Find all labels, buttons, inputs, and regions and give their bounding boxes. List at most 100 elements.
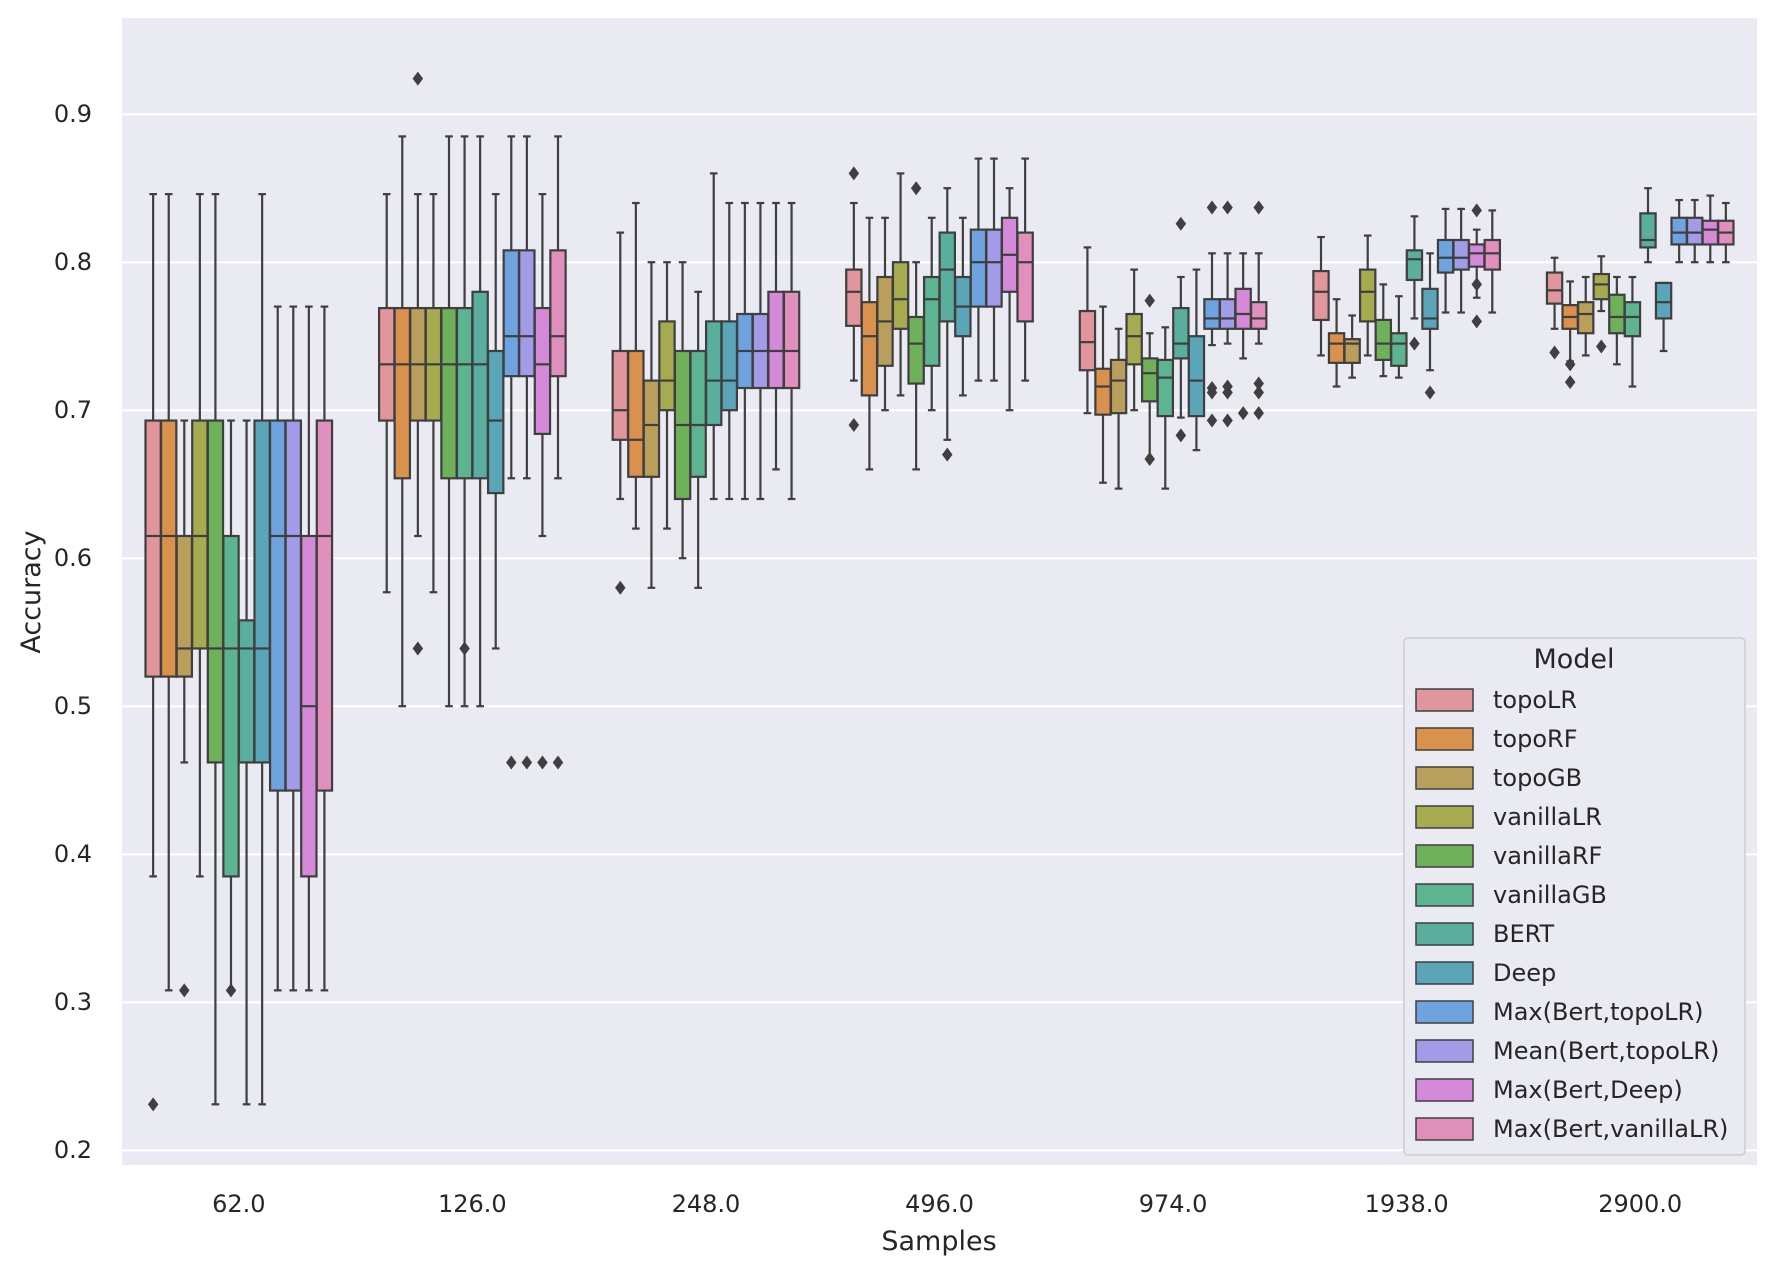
box-topoLR-126.0 xyxy=(377,193,396,594)
legend-label: BERT xyxy=(1493,920,1555,948)
box-topoLR-2900.0 xyxy=(1545,256,1564,360)
outlier-marker xyxy=(1253,385,1264,400)
outlier-marker xyxy=(615,580,626,595)
legend-label: topoLR xyxy=(1493,686,1577,714)
box-topoLR-1938.0 xyxy=(1312,235,1330,357)
box-Max(Bert,Deep)-1938.0 xyxy=(1467,203,1486,329)
box-body xyxy=(206,419,225,764)
legend-swatch xyxy=(1415,1000,1474,1024)
box-topoGB-974.0 xyxy=(1109,327,1128,490)
box-topoLR-248.0 xyxy=(611,231,630,595)
box-body xyxy=(159,419,178,678)
box-body xyxy=(1156,358,1175,418)
box-body xyxy=(642,379,661,478)
outlier-marker xyxy=(459,641,470,656)
box-topoGB-1938.0 xyxy=(1343,314,1361,379)
outlier-marker xyxy=(1206,385,1218,400)
legend-label: Deep xyxy=(1493,959,1556,987)
box-Max(Bert,vanillaLR)-974.0 xyxy=(1249,200,1268,421)
x-axis-ticks: 62.0 126.0 248.0 496.0 974.0 1938.0 2900.0 xyxy=(212,1190,1682,1218)
box-body xyxy=(268,419,287,792)
box-body xyxy=(1608,293,1626,335)
box-body xyxy=(891,261,910,330)
outlier-marker xyxy=(910,181,922,196)
box-Mean(Bert,topoLR)-62.0 xyxy=(284,305,303,992)
legend-label: Max(Bert,vanillaLR) xyxy=(1493,1115,1728,1143)
box-vanillaLR-62.0 xyxy=(191,193,209,878)
box-body xyxy=(1654,281,1673,320)
box-body xyxy=(1421,287,1439,330)
box-body xyxy=(1685,216,1704,246)
y-tick-label: 0.8 xyxy=(54,248,92,276)
box-groups xyxy=(144,71,1735,1112)
box-body xyxy=(533,306,552,435)
box-Max(Bert,vanillaLR)-62.0 xyxy=(315,305,334,992)
box-body xyxy=(315,419,334,792)
box-body xyxy=(1140,357,1159,403)
box-Max(Bert,Deep)-248.0 xyxy=(767,201,785,471)
box-body xyxy=(471,290,489,480)
box-BERT-1938.0 xyxy=(1405,215,1424,351)
box-topoRF-496.0 xyxy=(860,216,879,471)
legend-item: vanillaLR xyxy=(1415,803,1602,831)
box-Max(Bert,topoLR)-1938.0 xyxy=(1436,207,1455,314)
box-vanillaGB-496.0 xyxy=(922,216,941,412)
box-body xyxy=(1390,332,1408,367)
outlier-marker xyxy=(1549,345,1560,360)
y-tick-label: 0.3 xyxy=(54,988,92,1016)
legend-swatch xyxy=(1415,688,1474,712)
legend-label: topoGB xyxy=(1493,764,1582,792)
box-vanillaLR-2900.0 xyxy=(1592,255,1611,354)
outlier-marker xyxy=(942,447,953,462)
x-tick-label: 974.0 xyxy=(1139,1190,1208,1218)
box-body xyxy=(1545,271,1564,305)
outlier-marker xyxy=(552,755,564,770)
legend-swatch xyxy=(1415,961,1474,985)
box-Mean(Bert,topoLR)-974.0 xyxy=(1218,200,1237,428)
box-body xyxy=(1172,306,1190,360)
legend-frame xyxy=(1403,637,1746,1156)
legend-item: topoLR xyxy=(1415,686,1577,714)
box-body xyxy=(907,315,925,385)
legend-label: Mean(Bert,topoLR) xyxy=(1493,1037,1719,1065)
box-topoLR-496.0 xyxy=(845,166,863,432)
box-body xyxy=(720,320,739,412)
box-vanillaGB-2900.0 xyxy=(1623,275,1642,388)
y-tick-label: 0.2 xyxy=(54,1136,92,1164)
outlier-marker xyxy=(1144,293,1155,308)
box-Max(Bert,vanillaLR)-248.0 xyxy=(782,201,801,501)
legend-item: vanillaRF xyxy=(1415,842,1602,870)
box-body xyxy=(1187,335,1206,418)
legend-label: vanillaGB xyxy=(1493,881,1607,909)
box-body xyxy=(1343,338,1361,364)
box-topoGB-126.0 xyxy=(409,71,427,656)
box-body xyxy=(1327,332,1346,364)
box-Deep-2900.0 xyxy=(1654,281,1673,353)
outlier-marker xyxy=(1253,376,1264,391)
outlier-marker xyxy=(412,71,424,86)
box-body xyxy=(1374,318,1393,361)
box-vanillaGB-974.0 xyxy=(1156,326,1175,490)
legend-item: BERT xyxy=(1415,920,1555,948)
box-Deep-1938.0 xyxy=(1421,252,1439,400)
outlier-marker xyxy=(1222,413,1233,428)
box-body xyxy=(627,349,645,478)
legend-item: Max(Bert,topoLR) xyxy=(1415,998,1704,1026)
box-Deep-974.0 xyxy=(1187,268,1206,452)
legend-items: topoLR topoRF topoGB vanillaLR vanillaRF vani… xyxy=(1415,686,1728,1143)
legend-label: Max(Bert,topoLR) xyxy=(1493,998,1704,1026)
box-body xyxy=(969,228,988,308)
box-vanillaRF-496.0 xyxy=(907,181,925,471)
box-body xyxy=(1483,238,1502,271)
box-topoRF-1938.0 xyxy=(1327,298,1346,388)
outlier-marker xyxy=(1424,385,1436,400)
box-vanillaLR-974.0 xyxy=(1125,268,1143,412)
outlier-marker xyxy=(1471,203,1482,218)
legend-swatch xyxy=(1415,1078,1474,1102)
outlier-marker xyxy=(1596,339,1607,354)
box-body xyxy=(1016,231,1034,323)
box-vanillaLR-126.0 xyxy=(424,193,443,594)
legend-item: topoRF xyxy=(1415,725,1578,753)
outlier-marker xyxy=(1253,200,1264,215)
legend-label: Max(Bert,Deep) xyxy=(1493,1076,1683,1104)
